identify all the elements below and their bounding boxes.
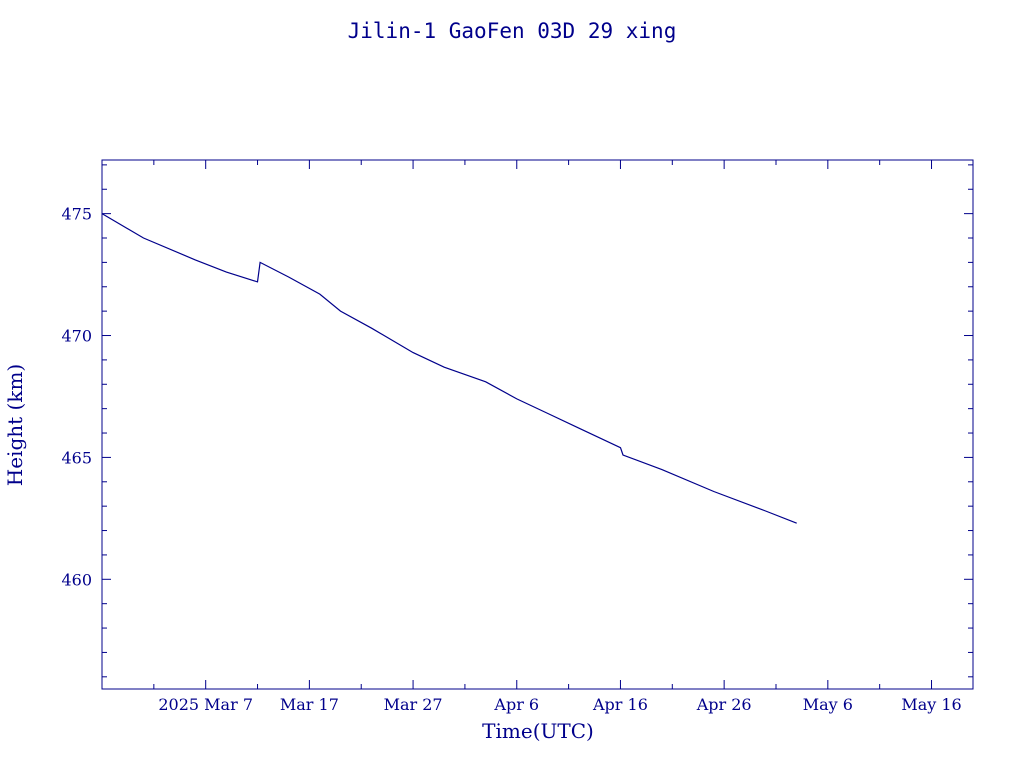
chart-title: Jilin-1 GaoFen 03D 29 xing xyxy=(348,19,677,43)
x-tick-label: 2025 Mar 7 xyxy=(158,695,253,714)
series-line xyxy=(101,213,797,524)
plot-frame xyxy=(101,159,974,690)
y-tick-label: 465 xyxy=(61,448,92,467)
y-tick-label: 475 xyxy=(61,205,92,224)
x-tick-label: Apr 16 xyxy=(592,695,648,714)
y-axis-label: Height (km) xyxy=(3,364,27,486)
axis-ticks xyxy=(101,160,973,689)
x-tick-label: Mar 17 xyxy=(280,695,339,714)
x-tick-label: May 6 xyxy=(803,695,853,714)
y-tick-label: 470 xyxy=(61,327,92,346)
x-axis-label: Time(UTC) xyxy=(482,719,594,743)
x-tick-label: Apr 6 xyxy=(493,695,539,714)
x-tick-label: May 16 xyxy=(901,695,961,714)
y-tick-label: 460 xyxy=(61,570,92,589)
x-tick-labels: 2025 Mar 7 Mar 17 Mar 27 Apr 6 Apr 16 Apr 26 M… xyxy=(158,695,961,714)
x-tick-label: Apr 26 xyxy=(696,695,752,714)
x-tick-label: Mar 27 xyxy=(384,695,443,714)
y-tick-labels: 460 465 470 475 xyxy=(61,205,92,590)
